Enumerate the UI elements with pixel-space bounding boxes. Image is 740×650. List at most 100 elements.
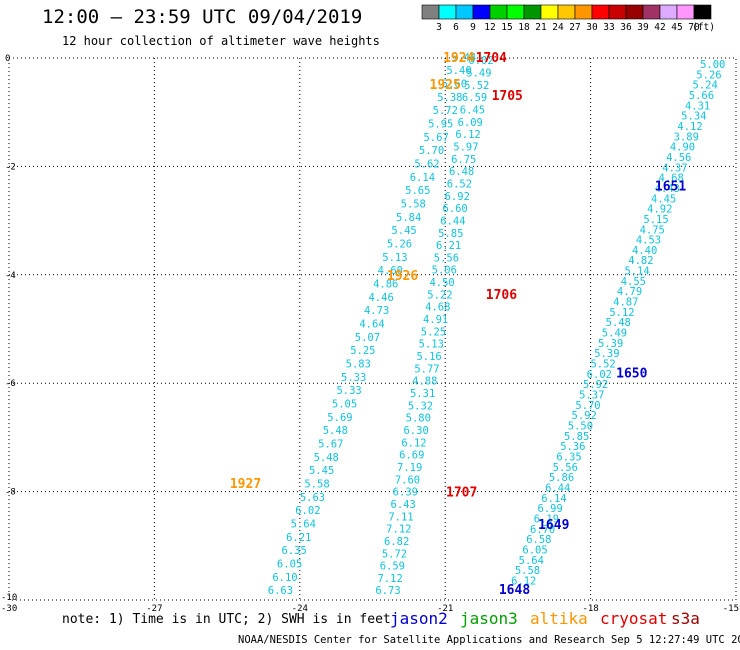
track-c: 6.125.585.646.056.586.706.196.996.146.44… (511, 59, 725, 588)
legend-entry-jason2: jason2 (390, 609, 448, 628)
wave-height-value: 6.02 (295, 505, 320, 517)
wave-height-value: 4.37 (662, 162, 687, 174)
lon-tick-label: -27 (146, 604, 162, 614)
wave-height-value: 5.64 (291, 519, 316, 531)
color-scale-tick-label: 45 (671, 22, 682, 33)
wave-height-value: 5.22 (427, 289, 452, 301)
wave-height-value: 4.75 (640, 224, 665, 236)
wave-height-value: 3.89 (674, 131, 699, 143)
wave-height-value: 6.12 (401, 437, 426, 449)
wave-height-value: 6.21 (286, 532, 311, 544)
pass-time-label: 1705 (492, 89, 523, 104)
color-scale-tick-label: 15 (501, 22, 512, 33)
wave-height-value: 6.45 (460, 104, 485, 116)
wave-height-value: 5.25 (350, 345, 375, 357)
wave-height-value: 6.69 (399, 450, 424, 462)
wave-height-value: 6.10 (272, 572, 297, 584)
page-title: 12:00 — 23:59 UTC 09/04/2019 (42, 6, 363, 28)
color-swatch (693, 4, 712, 20)
wave-height-value: 6.05 (522, 544, 547, 556)
wave-height-value: 6.92 (445, 191, 470, 203)
color-scale-tick-label: 39 (637, 22, 649, 33)
map-frame (8, 57, 737, 601)
wave-height-value: 5.97 (453, 141, 478, 153)
wave-height-value: 5.48 (323, 425, 348, 437)
wave-height-value: 4.92 (647, 204, 672, 216)
wave-height-value: 4.73 (364, 305, 389, 317)
legend-entry-jason3: jason3 (460, 609, 518, 628)
wave-height-value: 4.43 (655, 183, 680, 195)
wave-height-value: 6.99 (538, 503, 563, 515)
wave-height-value: 4.79 (617, 286, 642, 298)
wave-height-value: 6.73 (375, 585, 400, 597)
wave-height-value: 5.60 (442, 79, 467, 91)
wave-height-value: 5.70 (575, 400, 600, 412)
color-scale-tick-label: 12 (484, 22, 495, 33)
wave-height-value: 5.56 (434, 252, 459, 264)
wave-height-value: 7.19 (397, 462, 422, 474)
wave-height-value: 5.00 (700, 59, 725, 71)
wave-height-value: 5.34 (681, 111, 706, 123)
wave-height-value: 5.26 (387, 239, 412, 251)
wave-height-value: 7.12 (378, 573, 403, 585)
wave-height-value: 5.66 (689, 90, 714, 102)
wave-height-value: 6.39 (393, 487, 418, 499)
wave-height-value: 5.63 (300, 492, 325, 504)
wave-height-value: 5.13 (419, 339, 444, 351)
legend-entry-s3a: s3a (671, 609, 700, 628)
wave-height-value: 5.16 (416, 351, 441, 363)
wave-height-value: 5.86 (549, 472, 574, 484)
color-scale-tick-label: 24 (552, 22, 564, 33)
lon-tick-label: -30 (1, 604, 17, 614)
color-scale-tick-label: 6 (453, 22, 459, 33)
wave-height-value: 5.49 (466, 67, 491, 79)
wave-height-value: 5.12 (609, 307, 634, 319)
wave-height-value: 5.70 (419, 145, 444, 157)
wave-height-value: 5.64 (519, 555, 544, 567)
lon-tick-label: -18 (582, 604, 598, 614)
wave-height-value: 5.07 (355, 332, 380, 344)
wave-height-value: 5.39 (598, 338, 623, 350)
lon-tick-label: -15 (723, 604, 739, 614)
wave-height-value: 6.05 (277, 559, 302, 571)
wave-height-value: 5.38 (437, 92, 462, 104)
wave-height-value: 6.48 (449, 166, 474, 178)
wave-height-value: 4.91 (423, 314, 448, 326)
track-a: 6.636.106.056.356.215.646.025.635.585.45… (268, 52, 477, 597)
wave-height-value: 6.58 (526, 534, 551, 546)
wave-height-value: 7.60 (395, 474, 420, 486)
wave-height-value: 5.67 (423, 132, 448, 144)
wave-height-value: 4.88 (412, 376, 437, 388)
wave-height-value: 6.21 (436, 240, 461, 252)
wave-height-value: 6.60 (442, 203, 467, 215)
wave-height-value: 5.45 (391, 225, 416, 237)
wave-height-value: 6.35 (282, 545, 307, 557)
color-scale-tick-label: 42 (654, 22, 665, 33)
pass-time-label: 1706 (486, 288, 517, 303)
color-scale-tick-label: 70 (688, 22, 700, 33)
wave-height-value: 5.05 (332, 399, 357, 411)
wave-height-value: 4.55 (621, 276, 646, 288)
lon-tick-label: -21 (437, 604, 453, 614)
wave-height-value: 5.31 (410, 388, 435, 400)
wave-height-value: 5.26 (696, 69, 721, 81)
wave-height-value: 6.14 (541, 493, 566, 505)
wave-height-value: 5.50 (568, 421, 593, 433)
lon-tick-label: -24 (292, 604, 308, 614)
wave-height-value: 5.80 (406, 413, 431, 425)
wave-height-value: 6.59 (462, 92, 487, 104)
footnote: note: 1) Time is in UTC; 2) SWH is in fe… (62, 612, 391, 627)
wave-height-value: 5.32 (408, 400, 433, 412)
pass-time-label: 1927 (230, 477, 261, 492)
wave-height-value: 5.77 (414, 363, 439, 375)
wave-height-value: 6.02 (587, 369, 612, 381)
wave-height-value: 5.40 (446, 65, 471, 77)
wave-height-value: 5.36 (560, 441, 585, 453)
color-scale-tick-label: 33 (603, 22, 614, 33)
credit-line: NOAA/NESDIS Center for Satellite Applica… (238, 634, 740, 646)
wave-height-value: 6.43 (391, 499, 416, 511)
wave-height-value: 6.75 (451, 154, 476, 166)
wave-height-value: 6.35 (556, 452, 581, 464)
wave-height-value: 4.31 (685, 100, 710, 112)
